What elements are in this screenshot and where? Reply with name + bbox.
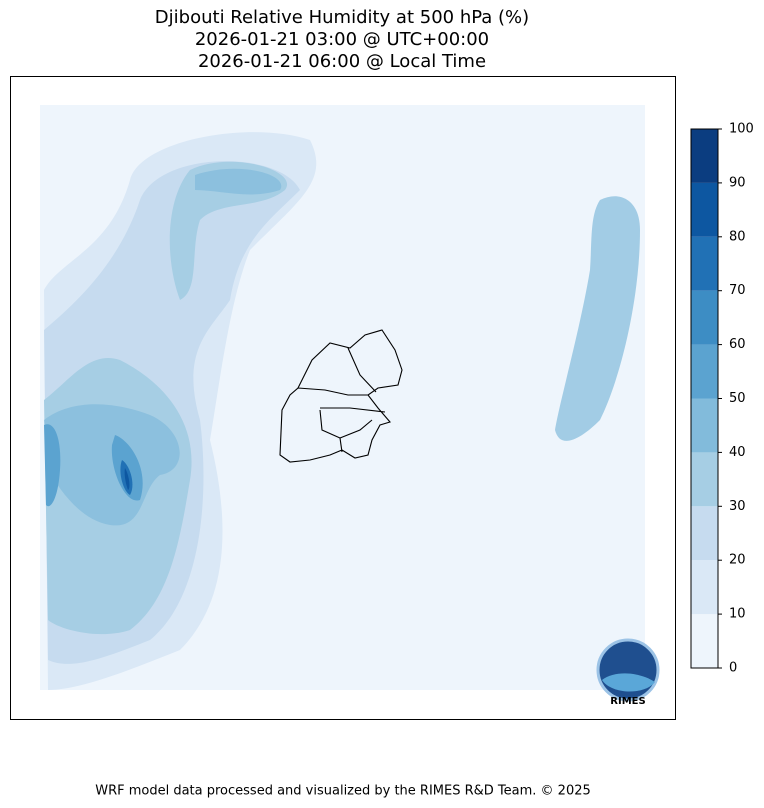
colorbar-tick-label: 30 — [729, 499, 746, 514]
colorbar-tick-label: 70 — [729, 283, 746, 298]
colorbar-band — [691, 290, 718, 345]
colorbar-tick-label: 10 — [729, 607, 746, 622]
title-line: 2026-01-21 03:00 @ UTC+00:00 — [195, 29, 489, 50]
colorbar-tick-label: 20 — [729, 553, 746, 568]
colorbar-tick-label: 60 — [729, 337, 746, 352]
colorbar-tick-label: 100 — [729, 122, 754, 137]
logo-text: RIMES — [610, 696, 645, 707]
colorbar-band — [691, 398, 718, 453]
colorbar-tick-label: 80 — [729, 229, 746, 244]
colorbar-tick-label: 90 — [729, 175, 746, 190]
country-border — [279, 329, 403, 463]
colorbar-band — [691, 182, 718, 237]
colorbar-tick-label: 0 — [729, 661, 737, 676]
footer: WRF model data processed and visualized … — [95, 784, 591, 799]
title-line: Djibouti Relative Humidity at 500 hPa (%… — [155, 7, 529, 28]
colorbar-tick-label: 50 — [729, 391, 746, 406]
contour-field — [40, 105, 645, 690]
colorbar-band — [691, 236, 718, 291]
colorbar-band — [691, 344, 718, 399]
colorbar-band — [691, 452, 718, 507]
logo: RIMES — [596, 638, 660, 707]
colorbar-band — [691, 614, 718, 668]
title-line: 2026-01-21 06:00 @ Local Time — [198, 51, 486, 72]
colorbar-tick-label: 40 — [729, 445, 746, 460]
colorbar-band — [691, 129, 718, 183]
colorbar-band — [691, 506, 718, 561]
colorbar-band — [691, 560, 718, 615]
colorbar: 0 10 20 30 40 50 60 70 80 90 100 — [690, 122, 754, 676]
